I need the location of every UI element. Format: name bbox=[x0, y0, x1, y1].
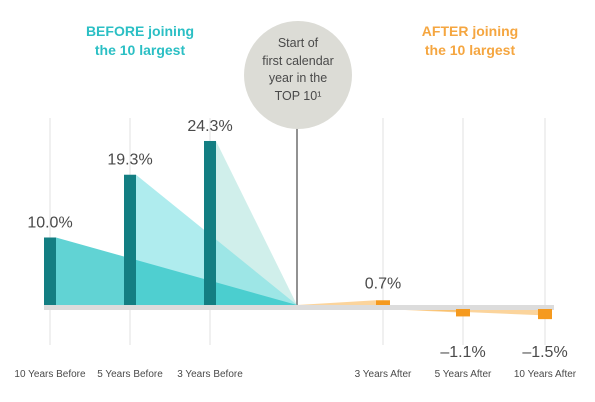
center-circle-text: Start of first calendar year in the TOP … bbox=[244, 35, 352, 105]
center-text-line-3: year in the bbox=[268, 71, 328, 85]
data-label-5: –1.5% bbox=[522, 344, 567, 361]
after-header: AFTER joining the 10 largest bbox=[380, 22, 560, 60]
center-text-line-2: first calendar bbox=[262, 53, 334, 68]
data-label-4: –1.1% bbox=[440, 344, 485, 361]
category-label-5: 10 Years After bbox=[514, 369, 577, 380]
bar-3 bbox=[376, 300, 390, 305]
category-label-0: 10 Years Before bbox=[14, 369, 86, 380]
category-label-4: 5 Years After bbox=[435, 369, 492, 380]
center-text-line-4: TOP 10¹ bbox=[274, 88, 322, 103]
bar-0 bbox=[44, 237, 56, 305]
center-circle bbox=[244, 21, 352, 129]
data-label-0: 10.0% bbox=[27, 215, 72, 232]
data-label-2: 24.3% bbox=[187, 118, 232, 135]
category-label-1: 5 Years Before bbox=[97, 369, 163, 380]
after-header-line-2: the 10 largest bbox=[424, 42, 516, 58]
bar-2 bbox=[204, 140, 216, 305]
before-header-line-2: the 10 largest bbox=[94, 42, 186, 58]
after-header-line-1: AFTER joining bbox=[421, 23, 519, 39]
category-label-2: 3 Years Before bbox=[177, 369, 243, 380]
category-label-3: 3 Years After bbox=[355, 369, 412, 380]
baseline bbox=[44, 305, 554, 310]
data-label-3: 0.7% bbox=[365, 275, 401, 292]
bar-5 bbox=[538, 309, 552, 320]
before-header-line-1: BEFORE joining bbox=[85, 23, 195, 39]
bar-1 bbox=[124, 174, 136, 305]
bar-4 bbox=[456, 309, 470, 317]
before-wedge-0 bbox=[56, 237, 297, 305]
data-label-1: 19.3% bbox=[107, 152, 152, 169]
before-header: BEFORE joining the 10 largest bbox=[40, 22, 240, 60]
after-wedge-3 bbox=[297, 300, 376, 305]
center-text-line-1: Start of bbox=[277, 36, 319, 50]
